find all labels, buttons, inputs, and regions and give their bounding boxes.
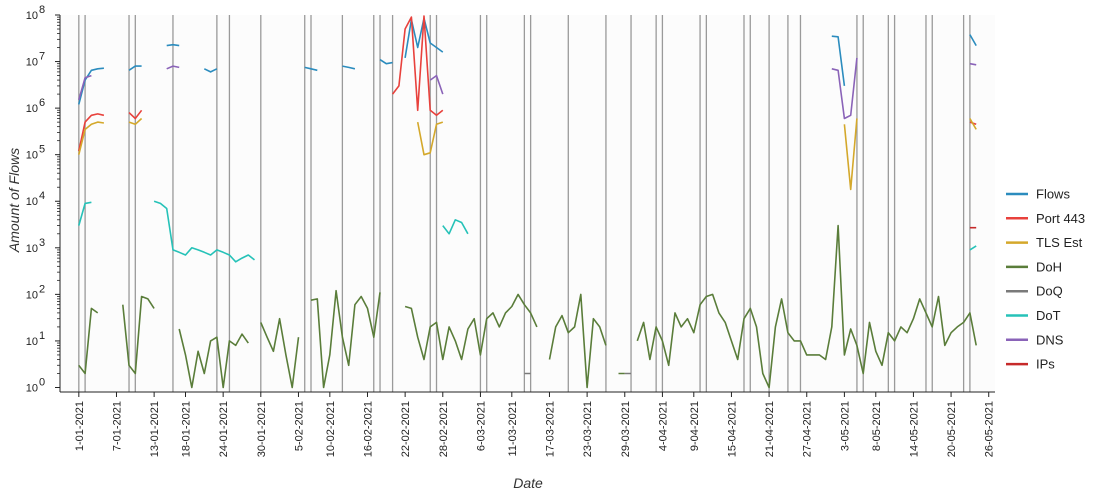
y-tick-exponent: 3: [39, 237, 45, 249]
y-tick-label: 10: [26, 289, 38, 301]
legend-label: Port 443: [1036, 211, 1085, 226]
x-tick-label: 13-01-2021: [149, 401, 161, 457]
legend-label: Flows: [1036, 187, 1070, 202]
x-tick-label: 17-03-2021: [545, 401, 557, 457]
x-tick-label: 28-02-2021: [438, 401, 450, 457]
y-tick-label: 10: [26, 336, 38, 348]
x-tick-label: 7-01-2021: [112, 401, 124, 451]
legend-label: DNS: [1036, 332, 1064, 347]
x-tick-label: 30-01-2021: [256, 401, 268, 457]
x-axis-ticks: 1-01-2021 7-01-2021 13-01-2021 18-01-2021 24…: [74, 392, 996, 457]
y-tick-exponent: 8: [39, 4, 45, 16]
x-tick-label: 9-04-2021: [689, 401, 701, 451]
legend-label: TLS Est: [1036, 235, 1083, 250]
y-axis-title: Amount of Flows: [6, 148, 22, 253]
x-tick-label: 1-01-2021: [74, 401, 86, 451]
y-tick-label: 10: [26, 103, 38, 115]
x-tick-label: 11-03-2021: [507, 401, 519, 456]
y-tick-label: 10: [26, 243, 38, 255]
x-tick-label: 16-02-2021: [363, 401, 375, 457]
x-tick-label: 29-03-2021: [620, 401, 632, 457]
y-tick-label: 10: [26, 382, 38, 394]
y-tick-label: 10: [26, 150, 38, 162]
y-tick-exponent: 7: [39, 51, 45, 63]
series-line-dot: [78, 200, 977, 263]
y-tick-label: 10: [26, 10, 38, 22]
x-tick-label: 15-04-2021: [726, 401, 738, 457]
x-tick-label: 22-02-2021: [400, 401, 412, 457]
series-line-dns: [78, 57, 977, 120]
x-tick-label: 4-04-2021: [657, 401, 669, 451]
x-tick-label: 27-04-2021: [802, 401, 814, 457]
x-tick-label: 20-05-2021: [946, 401, 958, 457]
y-tick-exponent: 2: [39, 283, 45, 295]
x-tick-label: 21-04-2021: [764, 401, 776, 457]
x-tick-label: 14-05-2021: [908, 401, 920, 457]
legend-label: DoH: [1036, 259, 1062, 274]
y-tick-label: 10: [26, 196, 38, 208]
x-tick-label: 10-02-2021: [325, 401, 337, 457]
legend-label: DoT: [1036, 308, 1061, 323]
legend: Flows Port 443 TLS Est DoH DoQ DoT DNS IPs: [1006, 187, 1085, 372]
y-tick-exponent: 6: [39, 97, 45, 109]
series-lines: [78, 15, 977, 389]
x-tick-label: 26-05-2021: [984, 401, 996, 457]
y-tick-exponent: 1: [39, 330, 45, 342]
x-tick-label: 8-05-2021: [871, 401, 883, 451]
x-axis-title: Date: [513, 475, 543, 491]
x-tick-label: 6-03-2021: [475, 401, 487, 451]
y-tick-exponent: 5: [39, 144, 45, 156]
y-tick-exponent: 4: [39, 190, 45, 202]
x-tick-label: 23-03-2021: [582, 401, 594, 457]
series-line-port-443: [78, 15, 977, 152]
x-tick-label: 18-01-2021: [181, 401, 193, 457]
y-tick-exponent: 0: [39, 376, 45, 388]
legend-label: DoQ: [1036, 284, 1063, 299]
series-line-tls-est: [78, 117, 977, 191]
y-tick-label: 10: [26, 57, 38, 69]
x-tick-label: 24-01-2021: [218, 401, 230, 457]
x-tick-label: 5-02-2021: [294, 401, 306, 451]
series-line-doh: [78, 224, 977, 389]
legend-label: IPs: [1036, 357, 1055, 372]
x-tick-label: 3-05-2021: [839, 401, 851, 451]
event-lines: [78, 15, 971, 392]
